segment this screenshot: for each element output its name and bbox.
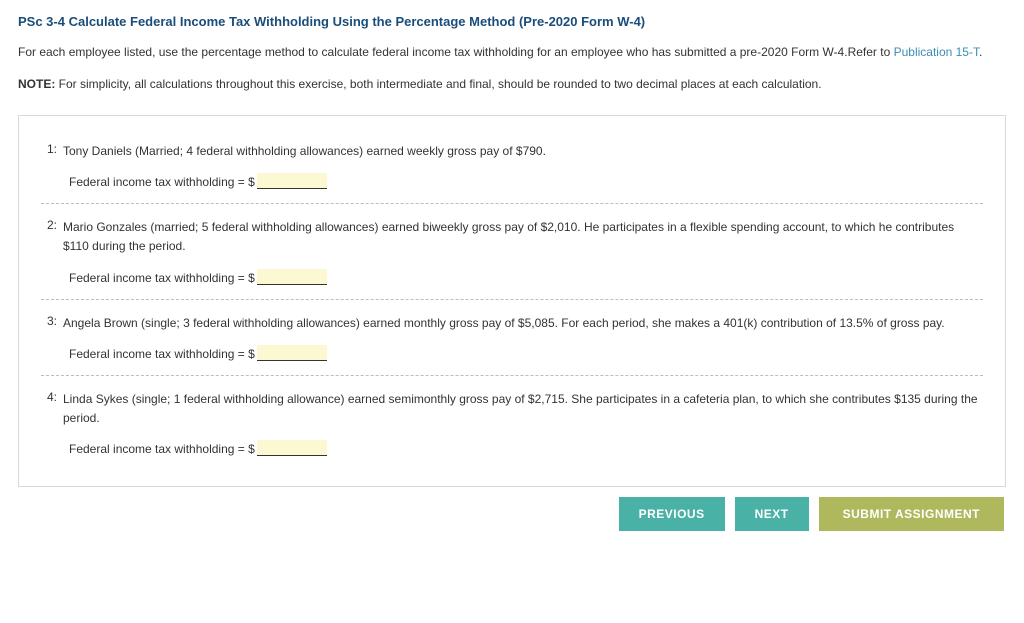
- question-row: 1: Tony Daniels (Married; 4 federal with…: [41, 142, 983, 161]
- separator: [41, 299, 983, 300]
- question-row: 2: Mario Gonzales (married; 5 federal wi…: [41, 218, 983, 256]
- publication-link[interactable]: Publication 15-T: [894, 45, 979, 59]
- answer-line: Federal income tax withholding = $: [69, 440, 983, 456]
- separator: [41, 203, 983, 204]
- answer-label: Federal income tax withholding = $: [69, 271, 255, 285]
- answer-line: Federal income tax withholding = $: [69, 269, 983, 285]
- question-text: Angela Brown (single; 3 federal withhold…: [63, 314, 983, 333]
- intro-after: .: [979, 45, 982, 59]
- button-row: PREVIOUS NEXT SUBMIT ASSIGNMENT: [18, 497, 1006, 531]
- question-text: Tony Daniels (Married; 4 federal withhol…: [63, 142, 983, 161]
- answer-input-3[interactable]: [257, 345, 327, 361]
- note-block: NOTE: For simplicity, all calculations t…: [18, 75, 1006, 93]
- question-row: 3: Angela Brown (single; 3 federal withh…: [41, 314, 983, 333]
- page-title: PSc 3-4 Calculate Federal Income Tax Wit…: [18, 14, 1006, 29]
- answer-label: Federal income tax withholding = $: [69, 347, 255, 361]
- previous-button[interactable]: PREVIOUS: [619, 497, 725, 531]
- intro-before: For each employee listed, use the percen…: [18, 45, 894, 59]
- submit-assignment-button[interactable]: SUBMIT ASSIGNMENT: [819, 497, 1004, 531]
- answer-line: Federal income tax withholding = $: [69, 345, 983, 361]
- question-text: Mario Gonzales (married; 5 federal withh…: [63, 218, 983, 256]
- question-number: 3:: [41, 314, 63, 328]
- questions-panel: 1: Tony Daniels (Married; 4 federal with…: [18, 115, 1006, 487]
- question-number: 2:: [41, 218, 63, 232]
- answer-line: Federal income tax withholding = $: [69, 173, 983, 189]
- question-row: 4: Linda Sykes (single; 1 federal withho…: [41, 390, 983, 428]
- answer-input-1[interactable]: [257, 173, 327, 189]
- answer-label: Federal income tax withholding = $: [69, 175, 255, 189]
- question-number: 4:: [41, 390, 63, 404]
- note-label: NOTE:: [18, 77, 55, 91]
- answer-label: Federal income tax withholding = $: [69, 442, 255, 456]
- answer-input-2[interactable]: [257, 269, 327, 285]
- intro-text: For each employee listed, use the percen…: [18, 43, 1006, 61]
- next-button[interactable]: NEXT: [735, 497, 809, 531]
- note-text: For simplicity, all calculations through…: [55, 77, 821, 91]
- question-number: 1:: [41, 142, 63, 156]
- separator: [41, 375, 983, 376]
- answer-input-4[interactable]: [257, 440, 327, 456]
- question-text: Linda Sykes (single; 1 federal withholdi…: [63, 390, 983, 428]
